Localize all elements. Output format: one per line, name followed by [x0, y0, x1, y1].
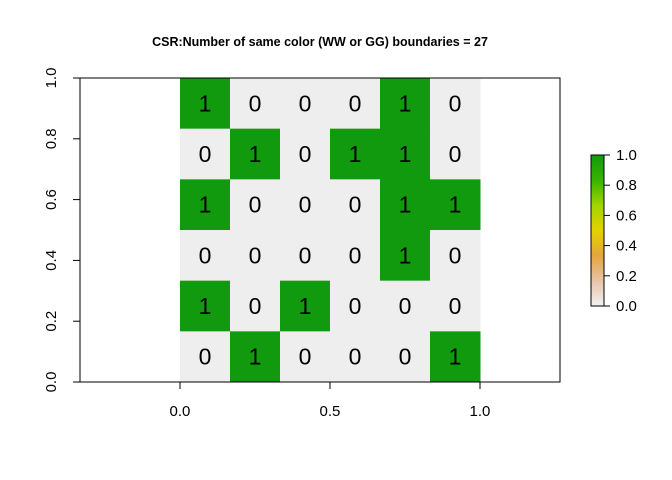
heatmap-cell: [329, 280, 381, 332]
cell-value-label: 1: [249, 344, 262, 370]
cell-value-label: 0: [349, 242, 362, 268]
heatmap-cell: [429, 331, 481, 383]
heatmap-cell: [329, 78, 381, 130]
heatmap-cell: [379, 230, 431, 282]
legend-tick-label: 0.2: [616, 268, 637, 285]
legend-tick-label: 0.4: [616, 238, 637, 255]
heatmap-cell: [429, 128, 481, 180]
legend-color-bar: [590, 154, 605, 307]
heatmap-cell: [279, 78, 331, 130]
cell-value-label: 1: [199, 90, 212, 116]
heatmap-cell: [229, 331, 281, 383]
heatmap-cells: 1 0 0 0 1 0 0 1 0 1 1 0 1 0 0 0 1 1 0 0 0 0 1 0 1 0 1 0 0 0 0 1 0 0 0 1: [179, 78, 481, 383]
heatmap-cell: [179, 280, 231, 332]
cell-value-label: 1: [399, 90, 412, 116]
heatmap-cell: [229, 280, 281, 332]
heatmap-cell: [379, 78, 431, 130]
heatmap-cell: [229, 128, 281, 180]
cell-value-label: 0: [399, 293, 412, 319]
heatmap-cell: [379, 280, 431, 332]
heatmap-cell: [229, 179, 281, 231]
cell-value-label: 0: [449, 242, 462, 268]
heatmap-cell: [429, 179, 481, 231]
cell-value-label: 0: [299, 90, 312, 116]
y-tick-label: 0.0: [43, 372, 60, 393]
cell-value-label: 0: [299, 192, 312, 218]
cell-value-label: 0: [199, 141, 212, 167]
axes: 0.0 0.5 1.0 0.0 0.2 0.4 0.6 0.8 1.0: [43, 68, 490, 420]
cell-value-label: 0: [449, 293, 462, 319]
cell-value-label: 0: [199, 344, 212, 370]
heatmap-cell: [179, 128, 231, 180]
cell-value-label: 0: [249, 242, 262, 268]
heatmap-cell: [429, 280, 481, 332]
heatmap-cell: [429, 230, 481, 282]
legend-tick-label: 0.6: [616, 207, 637, 224]
legend-tick-label: 0.8: [616, 177, 637, 194]
cell-value-label: 1: [399, 141, 412, 167]
heatmap-cell: [179, 230, 231, 282]
heatmap-cell: [279, 280, 331, 332]
heatmap-cell: [379, 179, 431, 231]
heatmap-cell: [179, 179, 231, 231]
chart-title: CSR:Number of same color (WW or GG) boun…: [152, 35, 488, 49]
cell-value-label: 1: [449, 192, 462, 218]
y-tick-label: 0.2: [43, 311, 60, 332]
heatmap-cell: [279, 128, 331, 180]
legend-tick-label: 1.0: [616, 147, 637, 164]
y-tick-label: 0.4: [43, 250, 60, 271]
y-tick-label: 0.8: [43, 128, 60, 149]
cell-value-label: 0: [249, 293, 262, 319]
heatmap-cell: [329, 179, 381, 231]
cell-value-label: 0: [199, 242, 212, 268]
cell-value-label: 0: [399, 344, 412, 370]
heatmap-cell: [279, 230, 331, 282]
heatmap-cell: [329, 128, 381, 180]
cell-value-label: 0: [349, 293, 362, 319]
legend-tick-label: 0.0: [616, 298, 637, 315]
cell-value-label: 0: [449, 141, 462, 167]
cell-value-label: 0: [249, 192, 262, 218]
cell-value-label: 0: [349, 344, 362, 370]
cell-value-label: 1: [399, 192, 412, 218]
heatmap-cell: [279, 179, 331, 231]
heatmap-cell: [229, 230, 281, 282]
cell-value-label: 1: [399, 242, 412, 268]
cell-value-label: 0: [349, 90, 362, 116]
cell-value-label: 0: [299, 344, 312, 370]
x-tick-label: 0.0: [170, 403, 191, 420]
cell-value-label: 1: [249, 141, 262, 167]
cell-value-label: 1: [449, 344, 462, 370]
heatmap-cell: [179, 331, 231, 383]
heatmap-cell: [329, 331, 381, 383]
x-tick-label: 0.5: [320, 403, 341, 420]
heatmap-cell: [179, 78, 231, 130]
heatmap-cell: [379, 128, 431, 180]
color-legend: 0.0 0.2 0.4 0.6 0.8 1.0: [590, 147, 637, 315]
cell-value-label: 1: [349, 141, 362, 167]
x-tick-label: 1.0: [470, 403, 491, 420]
cell-value-label: 0: [299, 242, 312, 268]
y-tick-label: 1.0: [43, 68, 60, 89]
cell-value-label: 1: [199, 293, 212, 319]
heatmap-cell: [329, 230, 381, 282]
cell-value-label: 0: [449, 90, 462, 116]
cell-value-label: 1: [199, 192, 212, 218]
cell-value-label: 1: [299, 293, 312, 319]
heatmap-cell: [279, 331, 331, 383]
cell-value-label: 0: [299, 141, 312, 167]
y-tick-label: 0.6: [43, 189, 60, 210]
cell-value-label: 0: [349, 192, 362, 218]
heatmap-cell: [429, 78, 481, 130]
heatmap-cell: [229, 78, 281, 130]
heatmap-cell: [379, 331, 431, 383]
cell-value-label: 0: [249, 90, 262, 116]
